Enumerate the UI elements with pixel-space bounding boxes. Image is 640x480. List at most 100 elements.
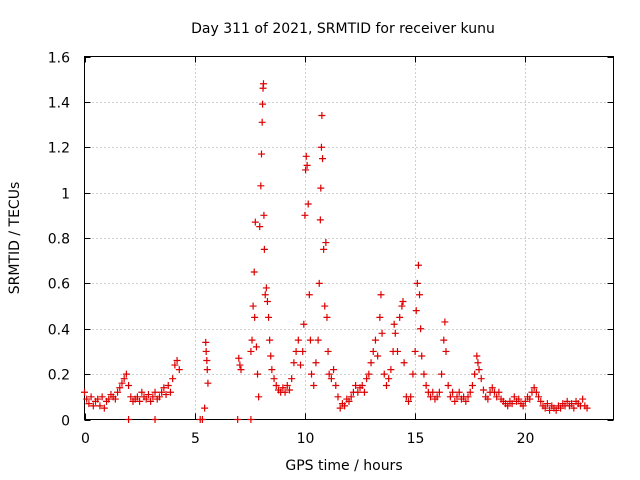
data-point [302, 166, 310, 174]
y-tick-label: 0.6 [48, 277, 70, 293]
data-point [543, 400, 551, 408]
data-point [201, 404, 209, 412]
data-point [433, 393, 441, 401]
data-point [308, 370, 316, 378]
data-point [345, 397, 353, 405]
data-point [151, 416, 159, 423]
data-point [358, 381, 366, 389]
data-point [272, 381, 280, 389]
data-point [508, 400, 516, 408]
data-point [127, 393, 135, 401]
data-point [420, 370, 428, 378]
data-point [435, 388, 443, 396]
data-point [557, 404, 565, 412]
data-point [314, 336, 322, 344]
y-tick-label: 0.8 [48, 232, 70, 248]
data-point [416, 291, 424, 299]
data-point [166, 388, 174, 396]
data-point [526, 395, 534, 403]
grid [84, 56, 614, 420]
y-tick-label: 0 [61, 414, 70, 430]
data-point [256, 223, 264, 231]
data-point [312, 359, 320, 367]
data-points [81, 80, 591, 423]
data-point [305, 291, 313, 299]
data-point [473, 352, 481, 360]
data-point [462, 397, 470, 405]
data-point [155, 393, 163, 401]
data-point [537, 397, 545, 405]
data-point [257, 150, 265, 158]
data-point [288, 375, 296, 383]
data-point [147, 397, 155, 405]
data-point [390, 320, 398, 328]
data-point [162, 391, 170, 399]
data-point [332, 381, 340, 389]
data-point [81, 388, 88, 396]
data-point [173, 357, 181, 365]
x-tick-label: 0 [81, 431, 90, 447]
data-point [400, 359, 408, 367]
data-point [583, 404, 591, 412]
data-point [292, 347, 300, 355]
data-point [96, 402, 104, 410]
y-tick-label: 1 [61, 187, 70, 203]
data-point [579, 395, 587, 403]
data-point [535, 393, 543, 401]
data-point [405, 397, 413, 405]
data-point [262, 284, 270, 292]
y-axis-label: SRMTID / TECUs [7, 182, 23, 295]
data-point [257, 182, 265, 190]
data-point [570, 404, 578, 412]
data-point [297, 361, 305, 369]
data-point [263, 298, 271, 306]
data-point [552, 406, 560, 414]
data-point [334, 393, 342, 401]
data-point [409, 370, 417, 378]
x-axis-label: GPS time / hours [285, 458, 402, 474]
data-point [407, 393, 415, 401]
data-point [100, 404, 108, 412]
data-point [321, 302, 329, 310]
data-point [279, 384, 287, 392]
data-point [251, 218, 259, 226]
data-point [304, 200, 312, 208]
data-point [546, 406, 554, 414]
data-point [285, 386, 293, 394]
data-point [371, 336, 379, 344]
x-tick-label: 5 [191, 431, 200, 447]
data-point [417, 325, 425, 333]
data-point [258, 118, 266, 126]
data-point [393, 347, 401, 355]
data-point [259, 80, 267, 88]
data-point [111, 395, 119, 403]
data-point [330, 366, 338, 374]
data-point [391, 329, 399, 337]
data-point [327, 375, 335, 383]
y-tick-label: 0.4 [48, 323, 70, 339]
data-point [283, 381, 291, 389]
data-point [341, 402, 349, 410]
data-point [235, 354, 243, 362]
data-point [105, 395, 113, 403]
data-point [83, 395, 91, 403]
data-point [87, 393, 95, 401]
axis-ticks: 0 0.2 0.4 0.6 0.8 1 1.2 1.4 1.6 0 5 10 15 20 [48, 51, 614, 447]
data-point [354, 388, 362, 396]
data-point [98, 393, 106, 401]
data-point [347, 393, 355, 401]
data-point [202, 347, 210, 355]
data-point [248, 336, 256, 344]
data-point [251, 313, 259, 321]
data-point [249, 302, 257, 310]
data-point [475, 366, 483, 374]
data-point [442, 347, 450, 355]
data-point [306, 336, 314, 344]
data-point [413, 279, 421, 287]
data-point [378, 329, 386, 337]
data-point [441, 318, 449, 326]
data-point [122, 370, 130, 378]
data-point [455, 388, 463, 396]
data-point [530, 384, 538, 392]
